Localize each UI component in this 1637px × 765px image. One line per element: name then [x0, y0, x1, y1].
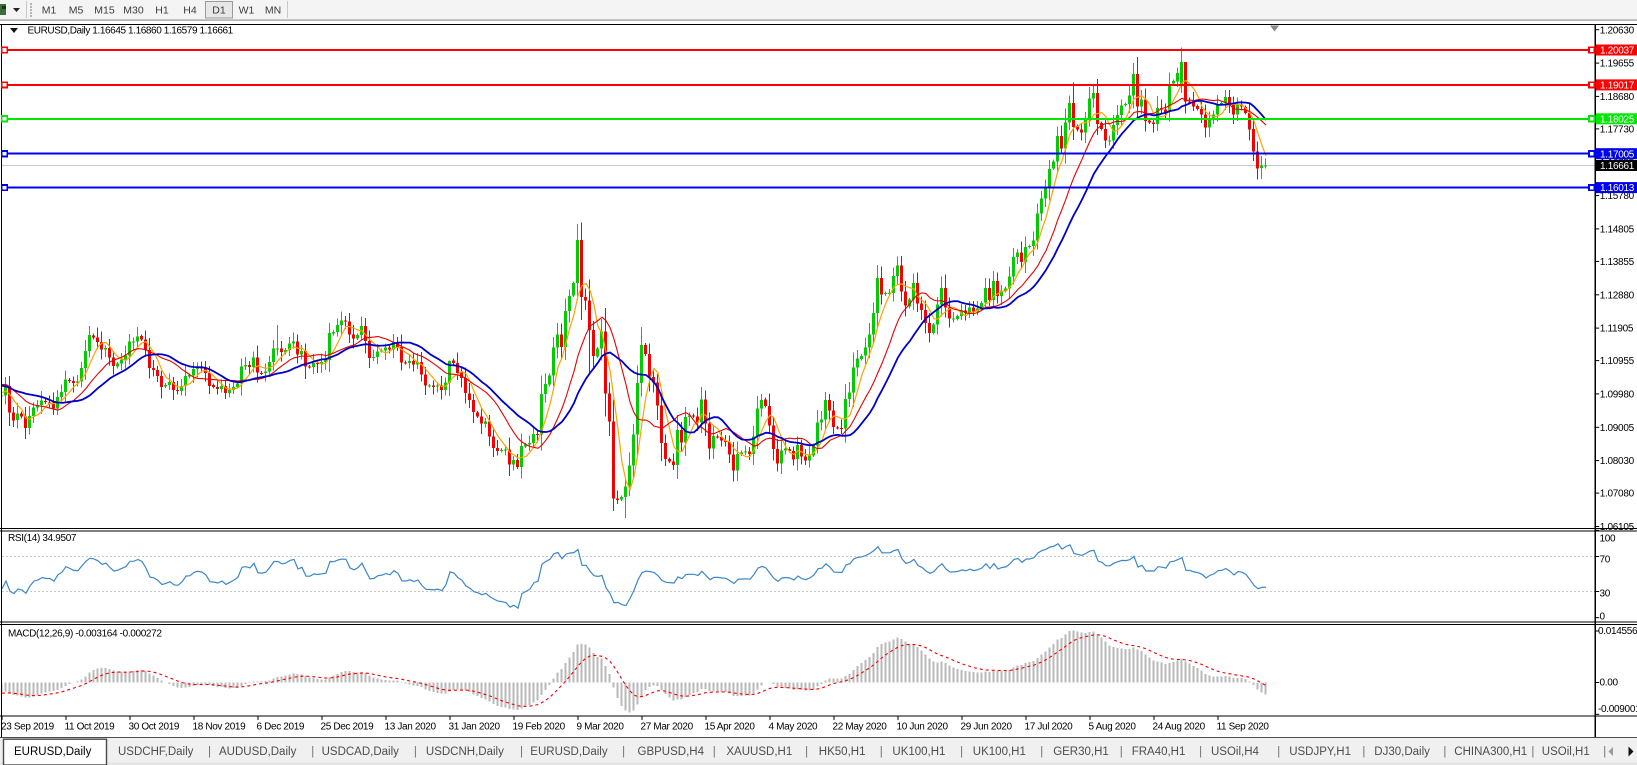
- svg-text:|: |: [311, 746, 314, 758]
- svg-text:1.09980: 1.09980: [1600, 390, 1635, 401]
- svg-text:AUDUSD,Daily: AUDUSD,Daily: [219, 746, 297, 758]
- svg-text:|: |: [880, 746, 883, 758]
- svg-text:|: |: [960, 746, 963, 758]
- svg-text:|: |: [1040, 746, 1043, 758]
- svg-text:M15: M15: [94, 5, 115, 17]
- svg-text:M5: M5: [69, 5, 84, 17]
- svg-text:USOil,H4: USOil,H4: [1211, 746, 1260, 758]
- svg-text:30: 30: [1600, 589, 1611, 600]
- svg-text:1.17005: 1.17005: [1600, 149, 1635, 160]
- svg-text:|: |: [622, 746, 625, 758]
- svg-text:|: |: [414, 746, 417, 758]
- svg-text:18 Nov 2019: 18 Nov 2019: [193, 722, 247, 733]
- svg-text:4 May 2020: 4 May 2020: [769, 722, 819, 733]
- svg-text:1.20037: 1.20037: [1600, 46, 1635, 57]
- svg-text:|: |: [1362, 746, 1365, 758]
- svg-text:1.16661: 1.16661: [1600, 161, 1635, 172]
- svg-text:-0.009001: -0.009001: [1598, 704, 1637, 715]
- svg-text:17 Jul 2020: 17 Jul 2020: [1025, 722, 1074, 733]
- svg-text:1.17730: 1.17730: [1600, 125, 1635, 136]
- svg-text:USOil,H1: USOil,H1: [1542, 746, 1590, 758]
- svg-text:H1: H1: [155, 5, 169, 17]
- svg-text:H4: H4: [183, 5, 197, 17]
- svg-text:GER30,H1: GER30,H1: [1053, 746, 1109, 758]
- svg-text:1.19017: 1.19017: [1600, 81, 1635, 92]
- svg-text:15 Apr 2020: 15 Apr 2020: [705, 722, 756, 733]
- svg-text:MN: MN: [265, 5, 281, 17]
- svg-text:1.14805: 1.14805: [1600, 225, 1635, 236]
- svg-text:D1: D1: [212, 5, 226, 17]
- svg-text:EURUSD,Daily: EURUSD,Daily: [530, 746, 608, 758]
- svg-text:1.15780: 1.15780: [1600, 191, 1635, 202]
- svg-text:XAUUSD,H1: XAUUSD,H1: [726, 746, 792, 758]
- svg-text:1.08030: 1.08030: [1600, 456, 1635, 467]
- svg-text:|: |: [1277, 746, 1280, 758]
- svg-text:1.12880: 1.12880: [1600, 290, 1635, 301]
- svg-text:1.18680: 1.18680: [1600, 92, 1635, 103]
- svg-text:5 Aug 2020: 5 Aug 2020: [1089, 722, 1137, 733]
- svg-text:|: |: [1120, 746, 1123, 758]
- svg-text:|: |: [1443, 746, 1446, 758]
- svg-text:EURUSD,Daily 1.16645 1.16860: EURUSD,Daily 1.16645 1.16860 1.16579 1.1…: [28, 26, 234, 37]
- svg-text:9 Mar 2020: 9 Mar 2020: [577, 722, 625, 733]
- svg-text:M1: M1: [42, 5, 57, 17]
- svg-text:RSI(14) 34.9507: RSI(14) 34.9507: [8, 533, 77, 544]
- svg-text:10 Jun 2020: 10 Jun 2020: [897, 722, 949, 733]
- svg-text:|: |: [805, 746, 808, 758]
- svg-text:1.19655: 1.19655: [1600, 59, 1635, 70]
- svg-text:|: |: [1199, 746, 1202, 758]
- svg-text:29 Jun 2020: 29 Jun 2020: [961, 722, 1013, 733]
- svg-text:|: |: [713, 746, 716, 758]
- svg-text:W1: W1: [239, 5, 255, 17]
- svg-text:HK50,H1: HK50,H1: [819, 746, 866, 758]
- svg-text:11 Sep 2020: 11 Sep 2020: [1217, 722, 1270, 733]
- svg-text:6 Dec 2019: 6 Dec 2019: [257, 722, 305, 733]
- svg-text:1.18025: 1.18025: [1600, 114, 1635, 125]
- svg-text:25 Dec 2019: 25 Dec 2019: [321, 722, 375, 733]
- svg-text:|: |: [1531, 746, 1534, 758]
- svg-text:USDCHF,Daily: USDCHF,Daily: [118, 746, 194, 758]
- svg-text:1.13855: 1.13855: [1600, 257, 1635, 268]
- svg-text:MACD(12,26,9) -0.003164 -0.000: MACD(12,26,9) -0.003164 -0.000272: [8, 629, 162, 640]
- svg-text:1.20630: 1.20630: [1600, 25, 1635, 36]
- svg-text:13 Jan 2020: 13 Jan 2020: [385, 722, 437, 733]
- svg-text:0.00: 0.00: [1600, 678, 1619, 689]
- svg-text:1.06105: 1.06105: [1600, 522, 1635, 533]
- svg-text:FRA40,H1: FRA40,H1: [1132, 746, 1186, 758]
- svg-text:19 Feb 2020: 19 Feb 2020: [513, 722, 566, 733]
- svg-text:1.09005: 1.09005: [1600, 423, 1635, 434]
- svg-text:100: 100: [1600, 534, 1617, 545]
- svg-text:UK100,H1: UK100,H1: [973, 746, 1026, 758]
- svg-text:EURUSD,Daily: EURUSD,Daily: [14, 746, 92, 758]
- svg-text:30 Oct 2019: 30 Oct 2019: [129, 722, 180, 733]
- svg-text:|: |: [1603, 746, 1606, 758]
- svg-text:GBPUSD,H4: GBPUSD,H4: [638, 746, 705, 758]
- svg-text:22 May 2020: 22 May 2020: [833, 722, 888, 733]
- svg-text:0.014556: 0.014556: [1598, 626, 1637, 637]
- svg-text:1.10955: 1.10955: [1600, 356, 1635, 367]
- svg-text:24 Aug 2020: 24 Aug 2020: [1153, 722, 1206, 733]
- svg-text:UK100,H1: UK100,H1: [892, 746, 945, 758]
- svg-text:1.07080: 1.07080: [1600, 489, 1635, 500]
- svg-text:11 Oct 2019: 11 Oct 2019: [65, 722, 116, 733]
- svg-text:|: |: [520, 746, 523, 758]
- svg-text:M30: M30: [123, 5, 144, 17]
- svg-text:27 Mar 2020: 27 Mar 2020: [641, 722, 694, 733]
- svg-text:23 Sep 2019: 23 Sep 2019: [1, 722, 55, 733]
- svg-text:CHINA300,H1: CHINA300,H1: [1454, 746, 1527, 758]
- svg-text:31 Jan 2020: 31 Jan 2020: [449, 722, 501, 733]
- svg-text:USDJPY,H1: USDJPY,H1: [1289, 746, 1351, 758]
- svg-text:USDCNH,Daily: USDCNH,Daily: [426, 746, 504, 758]
- svg-text:1.11905: 1.11905: [1600, 324, 1634, 335]
- svg-text:USDCAD,Daily: USDCAD,Daily: [322, 746, 400, 758]
- svg-text:70: 70: [1600, 555, 1611, 566]
- svg-text:1.16013: 1.16013: [1600, 183, 1635, 194]
- svg-text:0: 0: [1600, 612, 1606, 623]
- svg-text:|: |: [208, 746, 211, 758]
- svg-text:DJ30,Daily: DJ30,Daily: [1374, 746, 1430, 758]
